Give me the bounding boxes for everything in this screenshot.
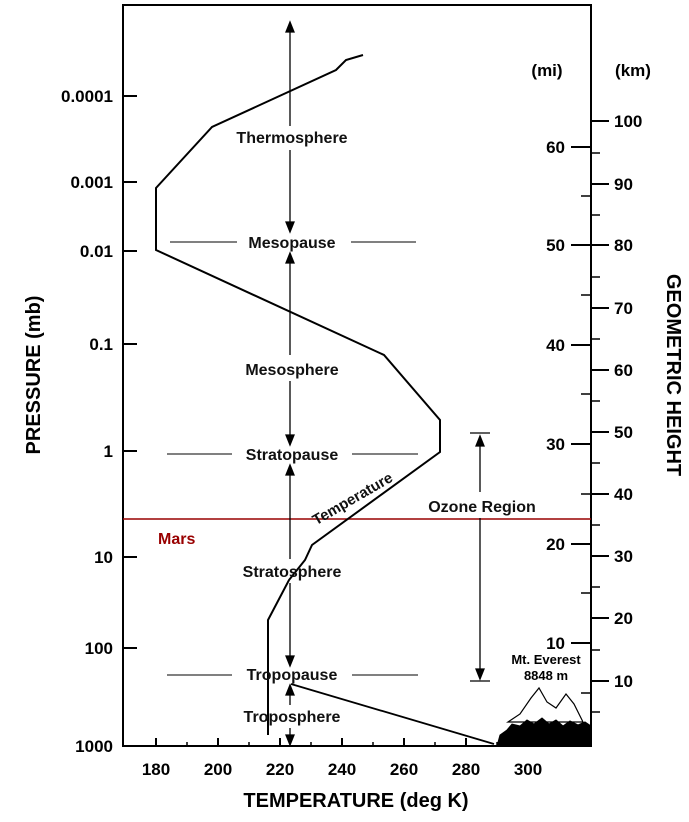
- km-tick-label: 50: [614, 423, 633, 442]
- troposphere-lapse-line: [290, 683, 495, 745]
- thermosphere-label: Thermosphere: [236, 130, 347, 147]
- mountain-icon: [496, 717, 592, 747]
- tropopause-label: Tropopause: [247, 667, 338, 684]
- right-axis-title: GEOMETRIC HEIGHT: [662, 274, 684, 476]
- pressure-tick-label: 10: [94, 548, 113, 567]
- left-axis-title: PRESSURE (mb): [23, 296, 45, 455]
- mars-label: Mars: [158, 531, 195, 548]
- mile-tick-label: 60: [546, 138, 565, 157]
- ozone-label: Ozone Region: [428, 499, 536, 516]
- stratopause-label: Stratopause: [246, 447, 339, 464]
- mountain-snowcap: [506, 686, 584, 723]
- pressure-axis: 0.0001 0.001 0.01 0.1 1 10 100 1000: [61, 87, 137, 756]
- pressure-tick-label: 0.01: [80, 242, 113, 261]
- ozone-arrow: [470, 432, 490, 682]
- km-unit-label: (km): [615, 61, 651, 80]
- km-tick-label: 30: [614, 547, 633, 566]
- temperature-curve-label: Temperature: [310, 469, 396, 529]
- pressure-tick-label: 0.1: [89, 335, 113, 354]
- mile-tick-label: 30: [546, 435, 565, 454]
- temp-tick-label: 300: [514, 760, 542, 779]
- mile-axis: 60 50 40 30 20 10: [546, 138, 591, 694]
- km-tick-label: 90: [614, 175, 633, 194]
- temp-tick-label: 240: [328, 760, 356, 779]
- everest-label: Mt. Everest: [511, 652, 581, 667]
- layer-arrows: [285, 20, 295, 747]
- temperature-axis: 180 200 220 240 260 280 300: [142, 738, 560, 779]
- temp-tick-label: 280: [452, 760, 480, 779]
- pressure-tick-label: 100: [85, 639, 113, 658]
- km-axis: 100 90 80 70 60 50 40 30 20 10: [591, 112, 642, 713]
- mesopause-label: Mesopause: [248, 235, 335, 252]
- everest-height-label: 8848 m: [524, 668, 568, 683]
- pressure-tick-label: 0.001: [70, 173, 113, 192]
- km-tick-label: 70: [614, 299, 633, 318]
- temp-tick-label: 200: [204, 760, 232, 779]
- km-tick-label: 20: [614, 609, 633, 628]
- pressure-tick-label: 1000: [75, 737, 113, 756]
- stratosphere-label: Stratosphere: [243, 564, 342, 581]
- mile-tick-label: 10: [546, 634, 565, 653]
- troposphere-label: Troposphere: [244, 709, 341, 726]
- km-tick-label: 40: [614, 485, 633, 504]
- temp-tick-label: 260: [390, 760, 418, 779]
- pressure-tick-label: 1: [104, 442, 113, 461]
- x-axis-title: TEMPERATURE (deg K): [243, 790, 468, 812]
- pressure-tick-label: 0.0001: [61, 87, 113, 106]
- temp-tick-label: 180: [142, 760, 170, 779]
- temperature-curve: [155, 54, 441, 735]
- km-tick-label: 100: [614, 112, 642, 131]
- mile-tick-label: 50: [546, 236, 565, 255]
- temp-tick-label: 220: [266, 760, 294, 779]
- mile-tick-label: 20: [546, 535, 565, 554]
- km-tick-label: 60: [614, 361, 633, 380]
- mile-tick-label: 40: [546, 336, 565, 355]
- km-tick-label: 10: [614, 672, 633, 691]
- plot-frame: [122, 4, 592, 747]
- mesosphere-label: Mesosphere: [245, 362, 338, 379]
- km-tick-label: 80: [614, 236, 633, 255]
- mi-unit-label: (mi): [531, 61, 562, 80]
